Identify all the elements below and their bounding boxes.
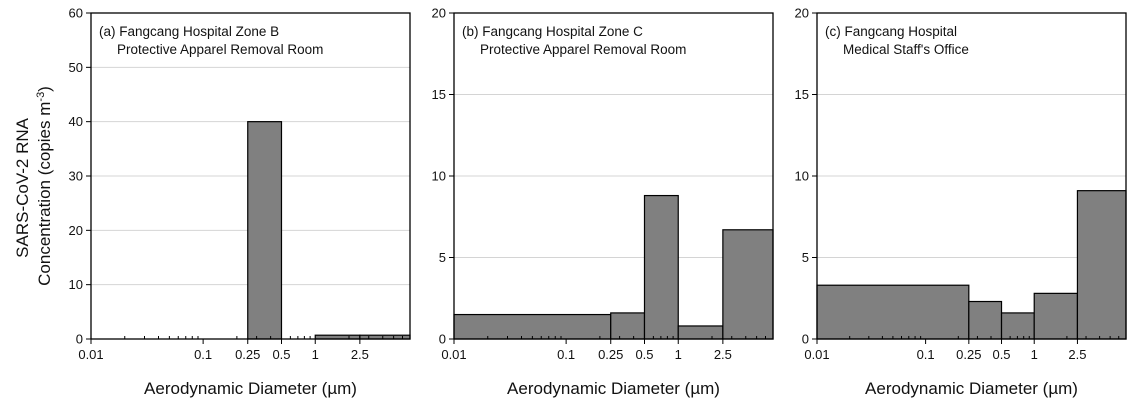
x-tick-label-1-5: 2.5 xyxy=(351,347,369,362)
y-tick-label-1-3: 30 xyxy=(69,169,83,184)
bar-2-2 xyxy=(610,312,646,340)
bar-1-2 xyxy=(247,121,283,340)
x-tick-label-2-0: 0.01 xyxy=(441,347,466,362)
bar-2-1 xyxy=(453,313,612,340)
bar-3-5 xyxy=(1076,190,1127,340)
x-tick-label-1-3: 0.5 xyxy=(272,347,290,362)
x-tick-label-2-1: 0.1 xyxy=(557,347,575,362)
y-tick-label-2-3: 15 xyxy=(432,87,446,102)
panel-title-2-line-2: Protective Apparel Removal Room xyxy=(480,42,686,57)
x-tick-label-1-2: 0.25 xyxy=(235,347,260,362)
x-tick-label-3-1: 0.1 xyxy=(917,347,935,362)
chart-panel-1: 0.01 0.1 0.25 0.5 1 2.5 0 10 20 30 40 50 60 (a) Fangc… xyxy=(69,6,411,398)
x-tick-label-2-4: 1 xyxy=(675,347,682,362)
chart-panel-3: 0.01 0.1 0.25 0.5 1 2.5 0 5 10 15 20 (c) Fangcang H… xyxy=(795,6,1127,398)
x-axis-title-3: Aerodynamic Diameter (µm) xyxy=(865,379,1078,398)
plot-frame-2 xyxy=(453,12,774,340)
bar-2-3 xyxy=(643,194,679,340)
bar-2-5 xyxy=(722,229,774,340)
panel-title-3-line-1: (c) Fangcang Hospital xyxy=(825,24,957,39)
y-axis-title-superscript: -3 xyxy=(35,92,47,102)
x-tick-label-3-2: 0.25 xyxy=(956,347,981,362)
y-axis-title-close: ) xyxy=(35,86,54,92)
y-axis-title: SARS-CoV-2 RNA Concentration (copies m-3… xyxy=(13,86,54,286)
x-tick-label-3-0: 0.01 xyxy=(804,347,829,362)
x-axis-title-1: Aerodynamic Diameter (µm) xyxy=(144,379,357,398)
y-axis-title-line-2: Concentration (copies m-3) xyxy=(35,86,54,286)
x-tick-label-2-5: 2.5 xyxy=(714,347,732,362)
x-tick-label-2-3: 0.5 xyxy=(635,347,653,362)
y-tick-label-1-4: 40 xyxy=(69,114,83,129)
y-tick-label-1-6: 60 xyxy=(69,6,83,21)
x-tick-label-1-4: 1 xyxy=(312,347,319,362)
x-tick-label-1-0: 0.01 xyxy=(78,347,103,362)
bar-2-4 xyxy=(677,325,724,340)
panel-title-3-line-2: Medical Staff's Office xyxy=(843,42,969,57)
y-tick-label-1-2: 20 xyxy=(69,223,83,238)
y-tick-label-3-2: 10 xyxy=(795,169,809,184)
plot-frame-1 xyxy=(90,12,411,340)
x-tick-label-3-5: 2.5 xyxy=(1068,347,1086,362)
bar-3-4 xyxy=(1033,292,1079,340)
y-tick-label-1-5: 50 xyxy=(69,60,83,75)
y-tick-label-3-1: 5 xyxy=(802,250,809,265)
x-tick-label-1-1: 0.1 xyxy=(194,347,212,362)
bar-3-3 xyxy=(1000,312,1035,340)
y-axis-title-line-1: SARS-CoV-2 RNA xyxy=(13,117,32,257)
y-tick-label-3-0: 0 xyxy=(802,332,809,347)
bar-3-1 xyxy=(816,284,970,340)
bar-3-2 xyxy=(968,300,1003,340)
y-tick-label-2-1: 5 xyxy=(439,250,446,265)
y-tick-label-1-1: 10 xyxy=(69,277,83,292)
y-tick-label-1-0: 0 xyxy=(76,332,83,347)
x-axis-title-2: Aerodynamic Diameter (µm) xyxy=(507,379,720,398)
chart-panel-2: 0.01 0.1 0.25 0.5 1 2.5 0 5 10 15 20 (b) Fangcang H… xyxy=(432,6,774,398)
y-tick-label-2-2: 10 xyxy=(432,169,446,184)
panel-title-1-line-2: Protective Apparel Removal Room xyxy=(117,42,323,57)
panel-title-1-line-1: (a) Fangcang Hospital Zone B xyxy=(99,24,279,39)
y-tick-label-3-3: 15 xyxy=(795,87,809,102)
y-axis-title-text: Concentration (copies m xyxy=(35,102,54,286)
y-tick-label-2-4: 20 xyxy=(432,6,446,21)
plot-frame-3 xyxy=(816,12,1127,340)
y-tick-label-2-0: 0 xyxy=(439,332,446,347)
y-tick-label-3-4: 20 xyxy=(795,6,809,21)
x-tick-label-3-4: 1 xyxy=(1031,347,1038,362)
x-tick-label-3-3: 0.5 xyxy=(992,347,1010,362)
x-tick-label-2-2: 0.25 xyxy=(598,347,623,362)
panel-title-2-line-1: (b) Fangcang Hospital Zone C xyxy=(462,24,643,39)
